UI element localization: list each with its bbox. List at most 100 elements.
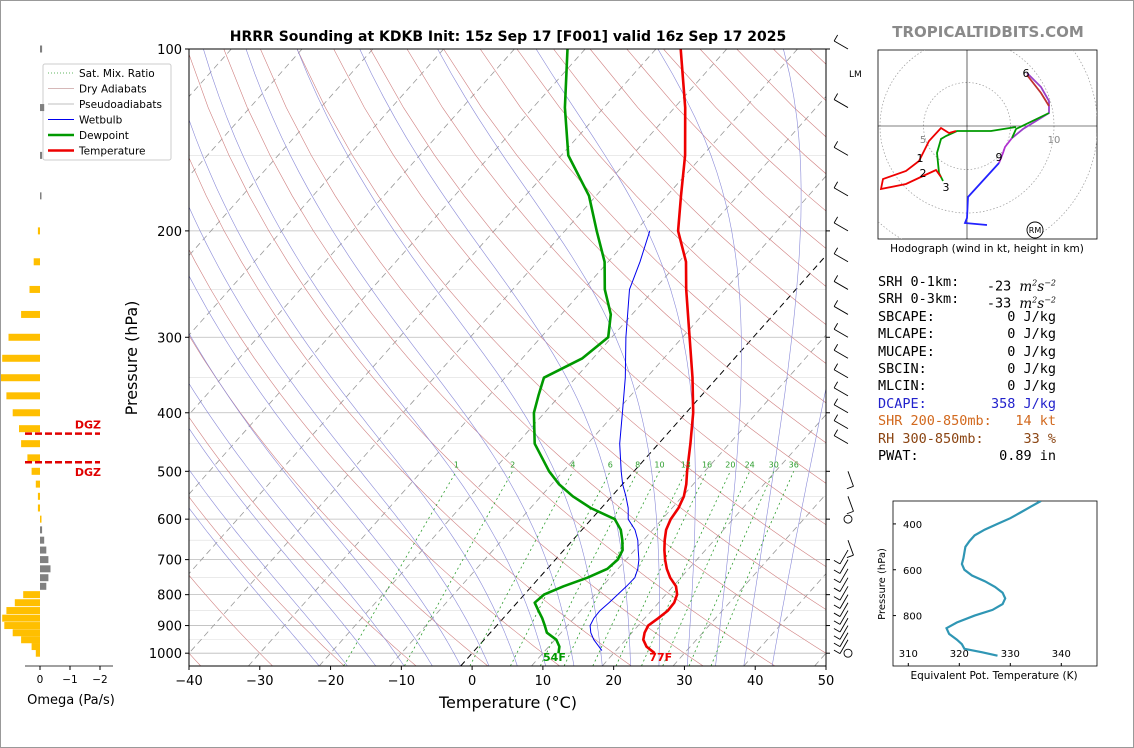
- mixing-ratio-label: 4: [570, 460, 575, 469]
- stat-label: SRH 0-1km:: [878, 274, 960, 290]
- hodograph-height-label: 3: [943, 181, 950, 194]
- omega-tick-label: 0: [37, 674, 44, 686]
- x-tick-label: 10: [535, 674, 552, 689]
- stat-unit: m2s−2: [1019, 295, 1056, 312]
- dewpoint-trace: [532, 49, 624, 654]
- stat-value: 0.89 in: [999, 448, 1056, 464]
- wind-barb-flag: [833, 635, 841, 640]
- stat-value: 0 J/kg: [1007, 308, 1056, 325]
- moist-adiabat: [189, 382, 405, 666]
- isotherm-line: [248, 49, 798, 666]
- stat-row: MLCAPE: 0 J/kg: [878, 326, 1062, 343]
- wind-barb-flag: [833, 343, 839, 351]
- theta-e-y-label: Pressure (hPa): [877, 548, 888, 620]
- wind-barb-flag: [833, 429, 839, 436]
- stat-value: 0 J/kg: [1007, 378, 1056, 395]
- omega-bar: [21, 310, 40, 318]
- chart-legend: Sat. Mix. Ratio Dry Adiabats Pseudoadiabat…: [42, 63, 172, 161]
- y-tick-label: 1000: [149, 647, 182, 662]
- calm-wind-marker: [843, 648, 853, 658]
- wind-barb-flag: [833, 649, 841, 654]
- moist-adiabat: [189, 332, 433, 666]
- omega-bar: [12, 629, 40, 637]
- stat-row: SRH 0-3km: -33 m2s−2: [878, 291, 1062, 312]
- stat-row: DCAPE: 358 J/kg: [878, 396, 1062, 413]
- omega-tick-label: −1: [62, 674, 77, 686]
- surface-temperature-label: 77F: [649, 651, 672, 664]
- y-tick-label: 200: [157, 225, 182, 240]
- omega-bar: [31, 467, 40, 475]
- omega-bar: [37, 227, 40, 235]
- x-tick-label: 40: [747, 674, 764, 689]
- dry-adiabat: [516, 49, 826, 364]
- mixing-ratio-label: 8: [635, 460, 640, 469]
- moist-adiabat: [189, 469, 348, 666]
- dry-adiabat: [223, 49, 776, 666]
- hodograph-height-label: 9: [996, 151, 1003, 164]
- isotherm-line: [460, 254, 826, 666]
- isotherm-line: [189, 49, 515, 416]
- wind-barb-flag: [833, 578, 841, 584]
- stat-row: SRH 0-1km: -23 m2s−2: [878, 274, 1062, 295]
- stat-label: DCAPE:: [878, 395, 927, 412]
- hodograph-panel: 5 10 1 2 3 6 9 RM: [877, 49, 1098, 240]
- stat-value: 33 %: [1023, 430, 1056, 447]
- omega-bar: [40, 526, 43, 534]
- moist-adiabat: [743, 49, 802, 666]
- mixing-ratio-label: 36: [789, 460, 799, 469]
- omega-bar: [37, 492, 40, 500]
- stat-value: 14 kt: [1015, 413, 1056, 430]
- theta-e-y-tick-label: 800: [903, 612, 922, 623]
- isotherm-line: [318, 95, 826, 666]
- stat-row: SBCIN: 0 J/kg: [878, 361, 1062, 378]
- wind-barb: [833, 369, 849, 379]
- stat-row: SBCAPE: 0 J/kg: [878, 309, 1062, 326]
- mixing-ratio-label: 20: [725, 460, 735, 469]
- omega-bar: [40, 574, 49, 582]
- wind-barb-flag: [846, 554, 854, 559]
- wind-barb: [839, 602, 849, 617]
- hodograph-caption: Hodograph (wind in kt, height in km): [890, 243, 1084, 255]
- wind-barb: [839, 577, 849, 592]
- mixing-ratio-line: [641, 471, 731, 666]
- y-tick-label: 500: [157, 465, 182, 480]
- wind-barb-flag: [833, 141, 839, 148]
- wind-barb: [833, 40, 849, 50]
- wind-barb: [839, 568, 849, 583]
- omega-bar: [21, 440, 40, 448]
- stat-value: 358 J/kg: [990, 395, 1056, 412]
- moist-adiabat: [359, 49, 631, 666]
- omega-bar: [40, 45, 43, 53]
- mixing-ratio-line: [688, 471, 775, 666]
- x-tick-label: 30: [676, 674, 693, 689]
- mixing-ratio-line: [510, 471, 611, 666]
- moist-adiabat: [203, 49, 546, 666]
- wind-barb: [839, 586, 849, 601]
- wind-barb-flag: [833, 181, 839, 189]
- wind-barb-flag: [833, 216, 839, 224]
- wetbulb-trace: [589, 230, 651, 651]
- mixing-ratio-label: 6: [608, 460, 613, 469]
- x-tick-label: −40: [175, 674, 202, 689]
- wind-barb: [839, 549, 849, 565]
- omega-bar: [21, 636, 40, 644]
- wind-barb: [833, 147, 849, 156]
- stat-value: -33 m2s−2: [986, 295, 1056, 312]
- moist-adiabat: [245, 49, 575, 666]
- mixing-ratio-label: 16: [702, 460, 712, 469]
- stat-label: SBCIN:: [878, 361, 927, 377]
- omega-axis-label: Omega (Pa/s): [27, 693, 115, 708]
- theta-e-y-tick-label: 400: [903, 520, 922, 531]
- hodograph-trace: [1026, 74, 1050, 107]
- mixing-ratio-label: 1: [454, 460, 459, 469]
- omega-bar: [2, 354, 40, 362]
- dgz-label: DGZ: [75, 419, 101, 432]
- x-axis-label: Temperature (°C): [438, 693, 577, 712]
- stat-label: SBCAPE:: [878, 308, 935, 325]
- plot-frame: [188, 48, 827, 667]
- surface-dewpoint-label: 54F: [543, 651, 566, 664]
- wind-barb-flag: [833, 620, 841, 625]
- moist-adiabat: [189, 118, 518, 666]
- legend-label: Sat. Mix. Ratio: [79, 68, 155, 80]
- wind-barb-flag: [833, 300, 839, 307]
